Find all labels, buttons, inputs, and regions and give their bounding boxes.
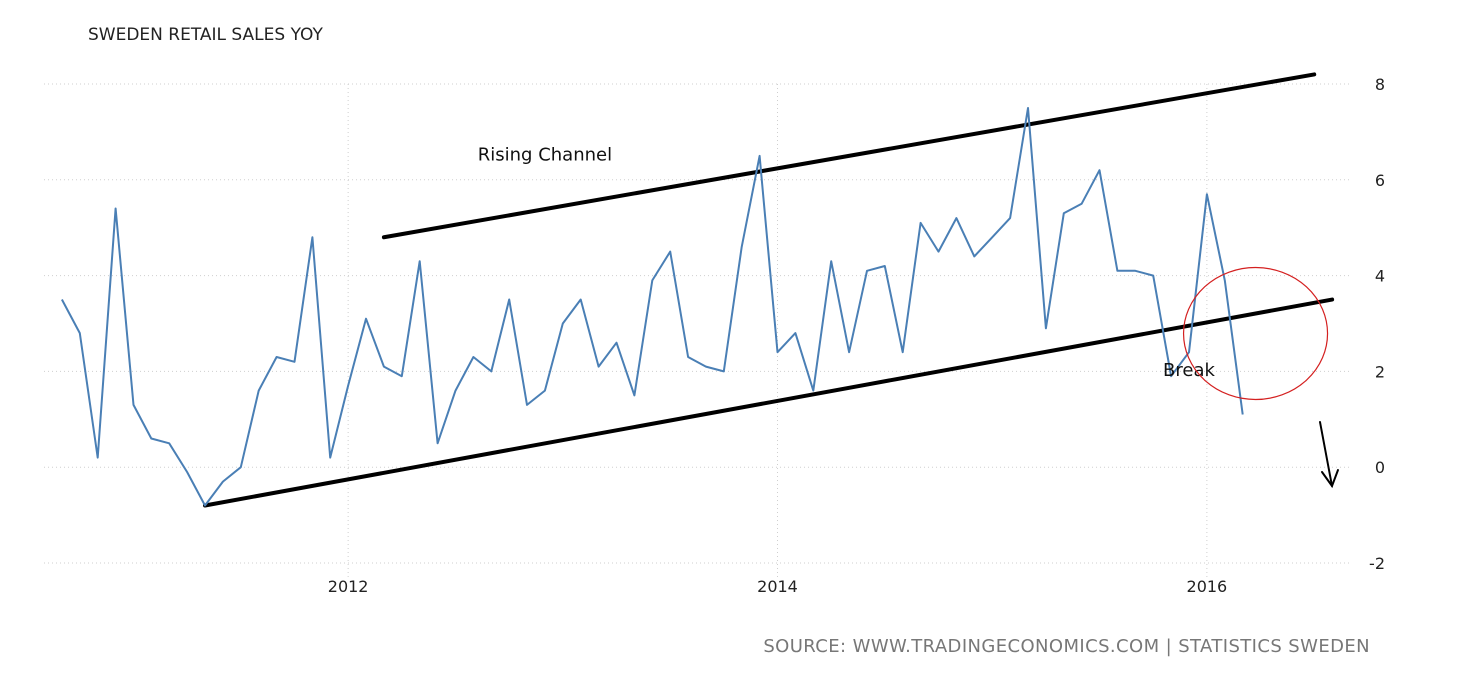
y-axis-ticks: -2 0 2 4 6 8 (1369, 75, 1385, 573)
x-tick-label: 2012 (328, 577, 369, 596)
annotations: Rising Channel Break (478, 145, 1329, 401)
channel-trendline (203, 297, 1335, 508)
y-gridlines (44, 83, 1350, 564)
annotation-label: Rising Channel (478, 145, 612, 166)
chart-title: SWEDEN RETAIL SALES YOY (88, 25, 323, 45)
down-arrow-icon (1319, 421, 1339, 489)
y-tick-label: 2 (1375, 362, 1385, 381)
source-note: SOURCE: WWW.TRADINGECONOMICS.COM | STATI… (763, 636, 1370, 657)
break-highlight-circle (1182, 266, 1329, 401)
trendlines (203, 72, 1335, 508)
channel-trendline (381, 72, 1317, 240)
y-tick-label: 0 (1375, 458, 1385, 477)
x-tick-label: 2014 (757, 577, 798, 596)
y-tick-label: -2 (1369, 554, 1385, 573)
x-tick-label: 2016 (1187, 577, 1228, 596)
annotation-label: Break (1163, 360, 1215, 381)
x-axis-ticks: 2012 2014 2016 (328, 577, 1227, 596)
y-tick-label: 6 (1375, 171, 1385, 190)
series-group (61, 107, 1244, 507)
y-tick-label: 4 (1375, 267, 1385, 286)
series-line (61, 107, 1244, 507)
y-tick-label: 8 (1375, 75, 1385, 94)
